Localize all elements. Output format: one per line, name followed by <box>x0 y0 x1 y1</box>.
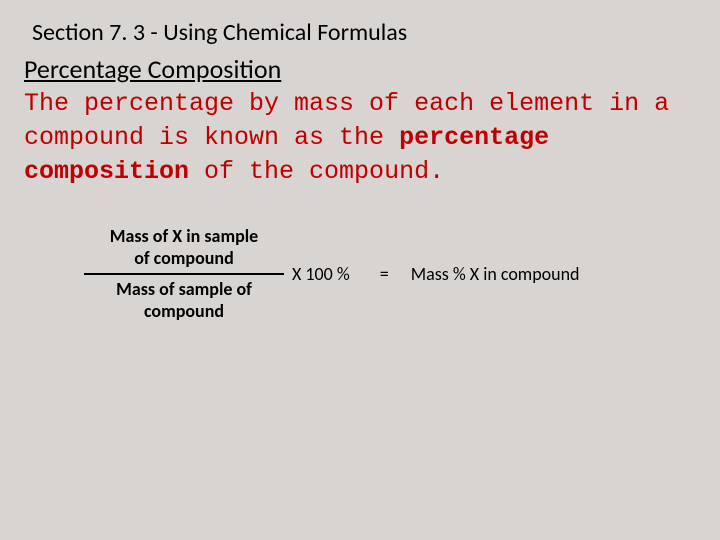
numerator-line2: of compound <box>134 247 234 269</box>
fraction-line <box>84 273 284 275</box>
numerator-line1: Mass of X in sample <box>110 225 258 247</box>
body-paragraph: The percentage by mass of each element i… <box>24 87 696 188</box>
slide-container: Section 7. 3 - Using Chemical Formulas P… <box>0 0 720 540</box>
fraction: Mass of X in sample of compound Mass of … <box>84 224 284 324</box>
denominator: Mass of sample of compound <box>110 277 258 324</box>
section-title: Section 7. 3 - Using Chemical Formulas <box>32 18 696 47</box>
formula-row: Mass of X in sample of compound Mass of … <box>84 224 696 324</box>
body-pre: The percentage by mass of each element i… <box>24 89 669 152</box>
denominator-line2: compound <box>144 300 224 322</box>
equals-sign: = <box>380 263 389 285</box>
denominator-line1: Mass of sample of <box>116 278 252 300</box>
result-label: Mass % X in compound <box>411 263 580 285</box>
numerator: Mass of X in sample of compound <box>104 224 264 271</box>
times-label: X 100 % <box>292 263 350 285</box>
body-post: of the compound. <box>189 157 444 186</box>
heading: Percentage Composition <box>24 53 696 85</box>
